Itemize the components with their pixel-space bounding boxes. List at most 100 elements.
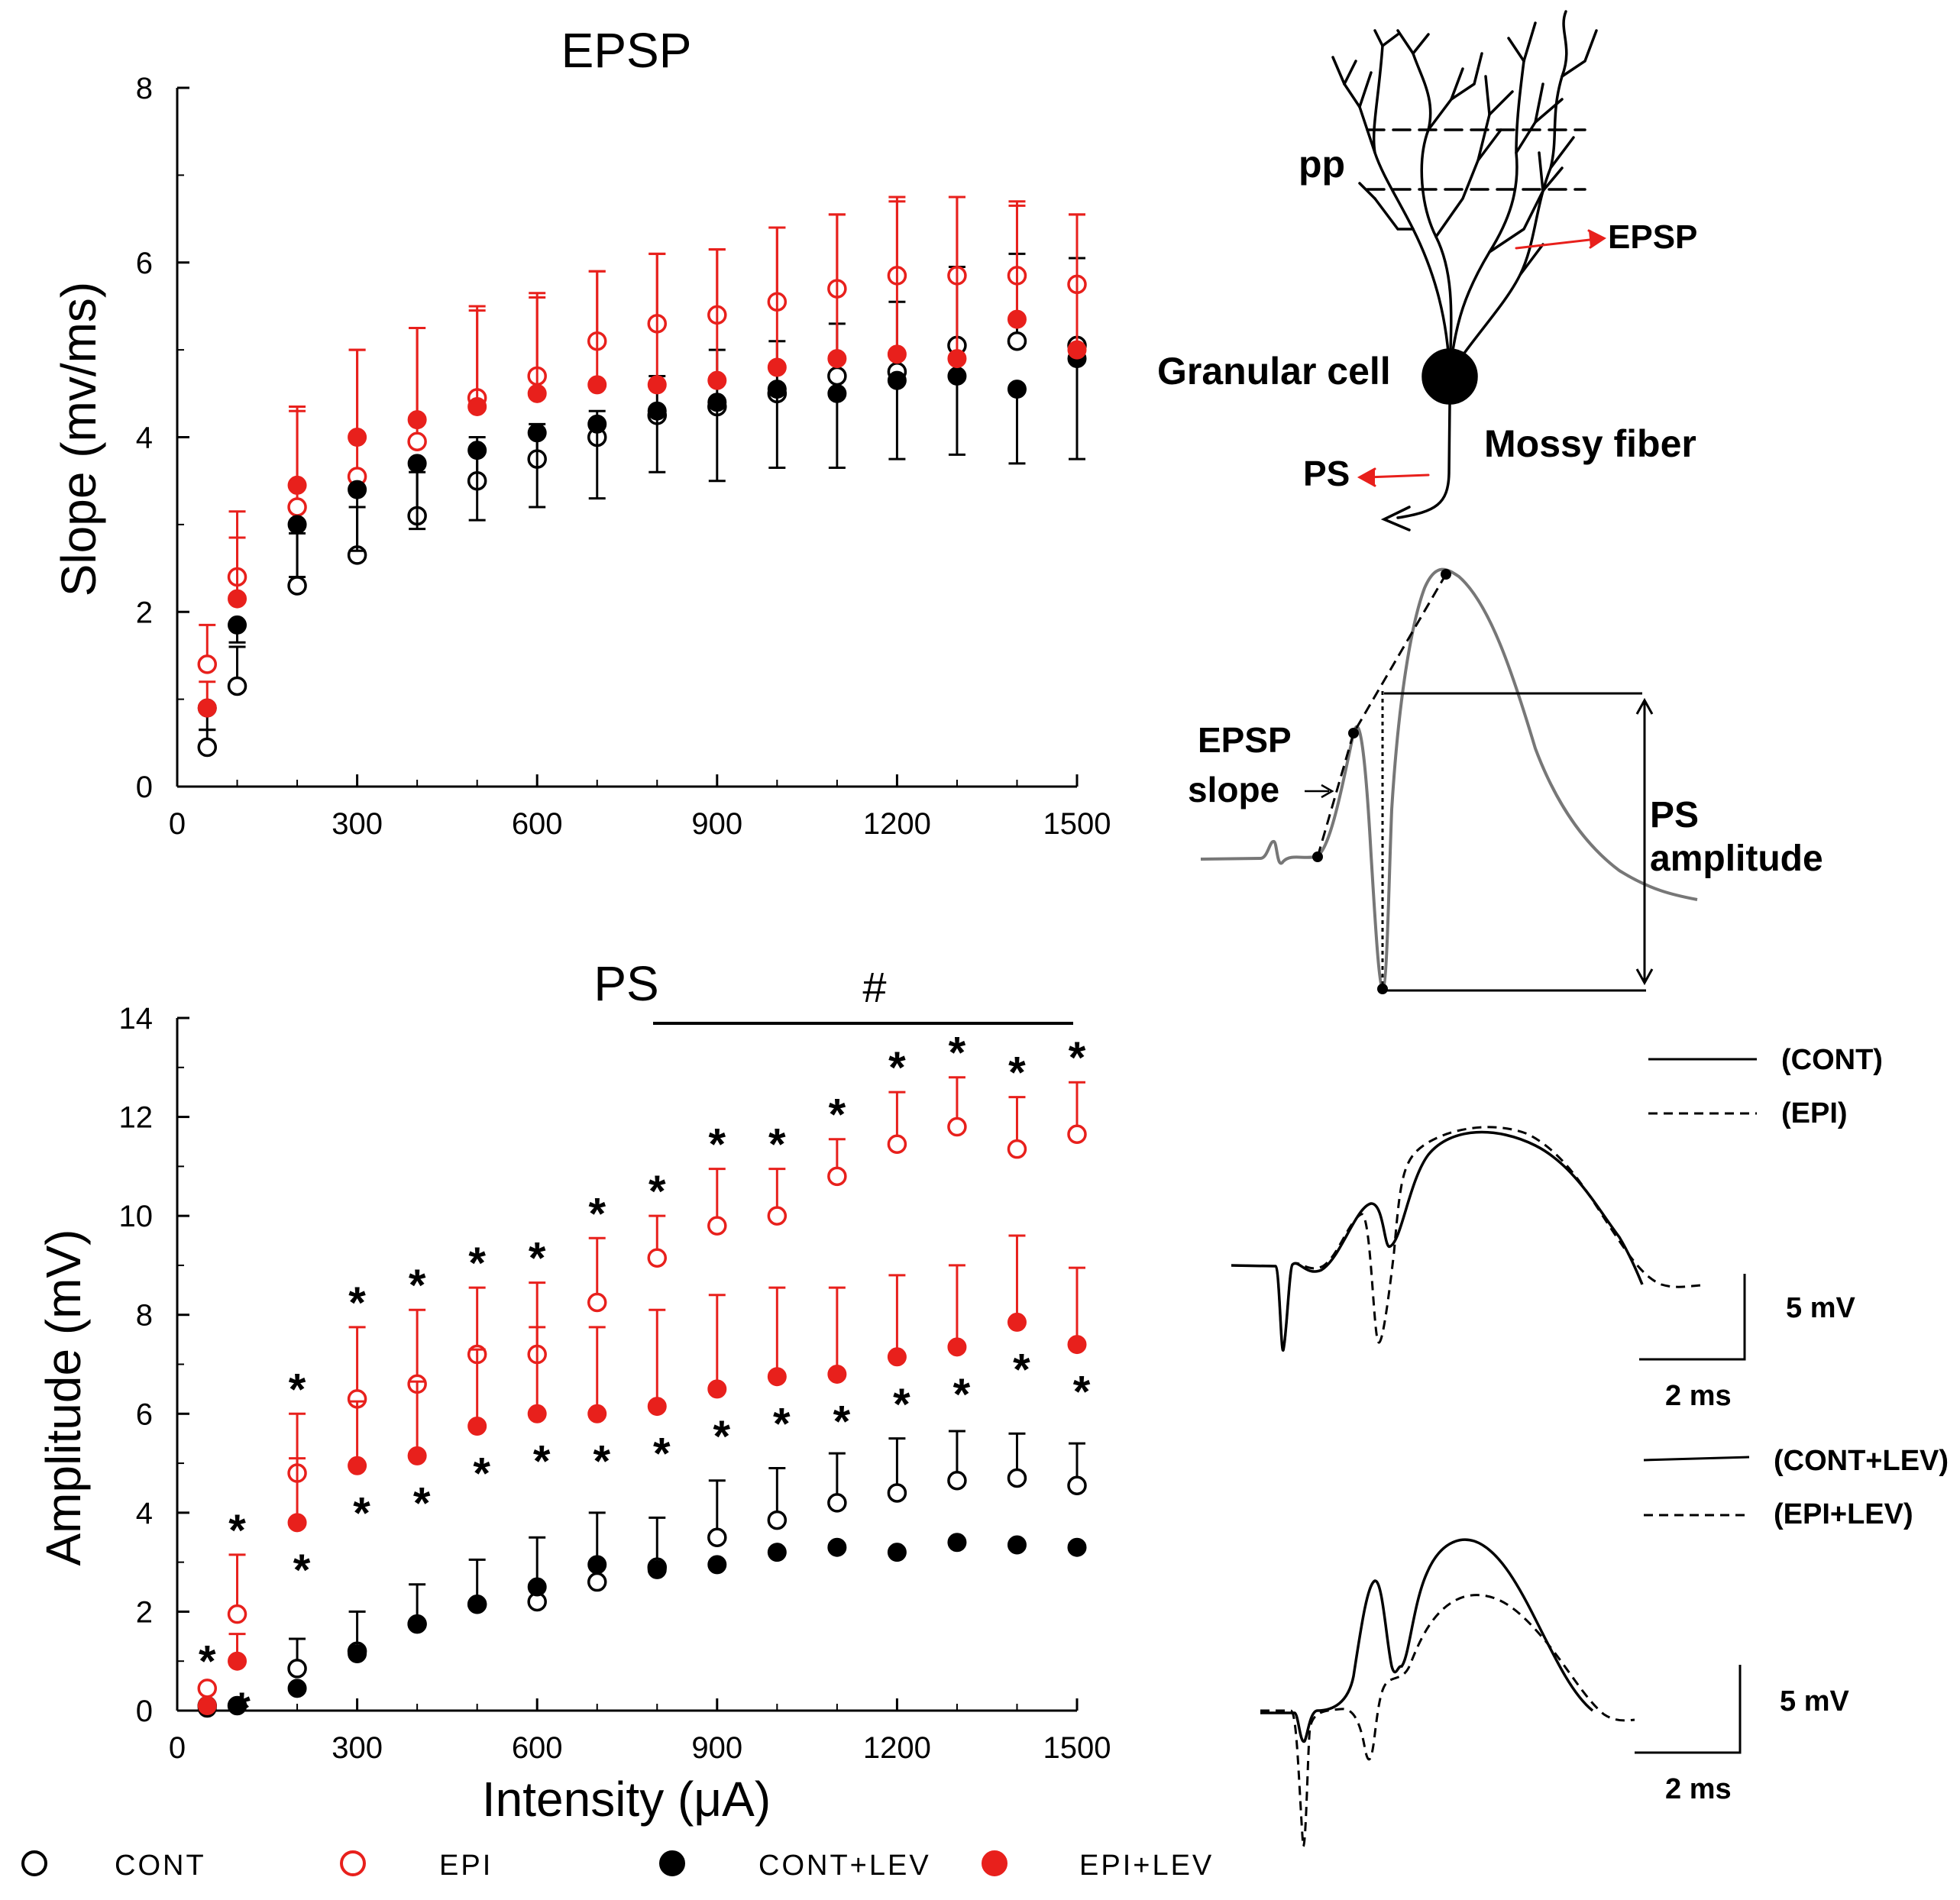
series-cont xyxy=(197,1430,1087,1716)
granular-cell-body xyxy=(1421,348,1478,405)
series-epi-lev xyxy=(197,1234,1087,1716)
legend-marker-epi xyxy=(340,1850,366,1876)
data-point xyxy=(947,1470,967,1491)
significance-star: * xyxy=(588,1189,606,1239)
y-tick-label: 14 xyxy=(119,1002,154,1036)
data-point xyxy=(197,1696,217,1716)
data-point xyxy=(947,349,967,369)
significance-star: * xyxy=(949,1029,966,1078)
y-tick-label: 8 xyxy=(136,1299,153,1333)
significance-star: * xyxy=(233,1684,251,1734)
significance-star: * xyxy=(653,1430,671,1479)
ps-data-marks: * * * * * * * * * * * * * * * * * * * * * * * * * * * * * * * xyxy=(197,1029,1091,1734)
data-point xyxy=(587,414,607,434)
data-point xyxy=(827,1166,847,1187)
legend-label-cont: CONT xyxy=(115,1850,206,1882)
baseline-dot xyxy=(1312,851,1323,862)
y-tick-label: 0 xyxy=(136,771,153,804)
y-tick-label: 10 xyxy=(119,1200,154,1233)
data-point xyxy=(467,441,487,460)
y-tick-label: 2 xyxy=(136,1595,153,1629)
significance-star: * xyxy=(533,1436,551,1486)
data-point xyxy=(1007,1312,1027,1332)
data-point xyxy=(587,1292,607,1313)
data-point xyxy=(767,1206,788,1226)
data-point xyxy=(947,1337,967,1357)
significance-star: * xyxy=(529,1234,546,1284)
significance-star: * xyxy=(413,1478,431,1528)
legend-marker-epi-lev xyxy=(982,1850,1007,1876)
traces-top-labels: (CONT) (EPI) 5 mV 2 ms xyxy=(1665,1044,1883,1412)
x-tick-label: 1500 xyxy=(1043,807,1111,841)
significance-star: * xyxy=(353,1488,370,1538)
data-point xyxy=(707,393,727,412)
data-point xyxy=(1007,1139,1027,1159)
epsp-axes: 0 300 600 900 1200 1500 0 2 4 6 8 xyxy=(136,72,1111,841)
data-point xyxy=(707,370,727,390)
legend-marker-cont xyxy=(21,1850,47,1876)
traces-cont-epi xyxy=(1231,1058,1757,1361)
x-tick-label: 600 xyxy=(512,1731,563,1765)
legend-item-cont-lev: CONT+LEV xyxy=(659,1850,929,1882)
ps-diagram-label: PS xyxy=(1303,454,1350,493)
data-point xyxy=(527,1577,547,1597)
data-point xyxy=(887,1543,907,1562)
data-point xyxy=(467,1595,487,1614)
data-point xyxy=(1007,1468,1027,1488)
y-tick-label: 0 xyxy=(136,1695,153,1728)
x-tick-label: 600 xyxy=(512,807,563,841)
legend-item-epi-lev: EPI+LEV xyxy=(982,1850,1211,1882)
significance-star: * xyxy=(1013,1345,1030,1394)
ps-trough-dot xyxy=(1377,984,1388,994)
data-point xyxy=(527,383,547,403)
data-point xyxy=(407,431,427,451)
data-point xyxy=(228,1651,247,1671)
data-point xyxy=(707,1216,727,1236)
data-point xyxy=(467,396,487,416)
data-point xyxy=(887,1134,907,1154)
epsp-chart-title: EPSP xyxy=(561,23,692,78)
data-point xyxy=(887,1347,907,1367)
ps-chart-title: PS xyxy=(593,956,658,1011)
significance-star: * xyxy=(773,1400,791,1449)
significance-star: * xyxy=(228,1506,246,1556)
x-tick-label: 1500 xyxy=(1043,1731,1111,1765)
data-point xyxy=(228,589,247,609)
significance-star: * xyxy=(829,1091,846,1140)
data-point xyxy=(767,1367,787,1387)
ps-amplitude-label-line1: PS xyxy=(1650,795,1699,835)
data-point xyxy=(587,1572,607,1592)
data-point xyxy=(228,1696,247,1716)
epsp-y-axis-label: Slope (mv/ms) xyxy=(51,282,106,597)
ps-peak-dot xyxy=(1441,569,1451,580)
data-point xyxy=(287,515,307,535)
data-point xyxy=(348,428,367,447)
mossy-fiber-axon xyxy=(1396,402,1451,519)
epsp-slope-label-line1: EPSP xyxy=(1198,720,1292,760)
label-epi-lev: (EPI+LEV) xyxy=(1774,1498,1913,1530)
series-cont-lev xyxy=(197,349,1087,732)
y-tick-label: 4 xyxy=(136,422,153,455)
significance-star: * xyxy=(1073,1368,1091,1417)
data-point xyxy=(287,475,307,495)
data-point xyxy=(287,576,307,596)
trace-cont xyxy=(1231,1130,1644,1352)
data-point xyxy=(947,1533,967,1553)
significance-star: * xyxy=(893,1380,910,1430)
data-point xyxy=(887,344,907,364)
data-point xyxy=(527,1404,547,1423)
x-tick-label: 300 xyxy=(332,807,383,841)
trace-cont-lev xyxy=(1260,1538,1594,1743)
x-tick-label: 1200 xyxy=(863,1731,931,1765)
data-point xyxy=(287,497,307,517)
significance-star: * xyxy=(199,1637,216,1687)
dendritic-tree xyxy=(1331,10,1598,376)
data-point xyxy=(228,615,247,635)
label-cont: (CONT) xyxy=(1781,1044,1883,1076)
epsp-peak-dot xyxy=(1348,728,1359,738)
significance-star: * xyxy=(468,1239,486,1288)
y-tick-label: 8 xyxy=(136,72,153,105)
ps-amplitude-label-line2: amplitude xyxy=(1650,839,1823,879)
scale-voltage-top: 5 mV xyxy=(1786,1292,1855,1324)
